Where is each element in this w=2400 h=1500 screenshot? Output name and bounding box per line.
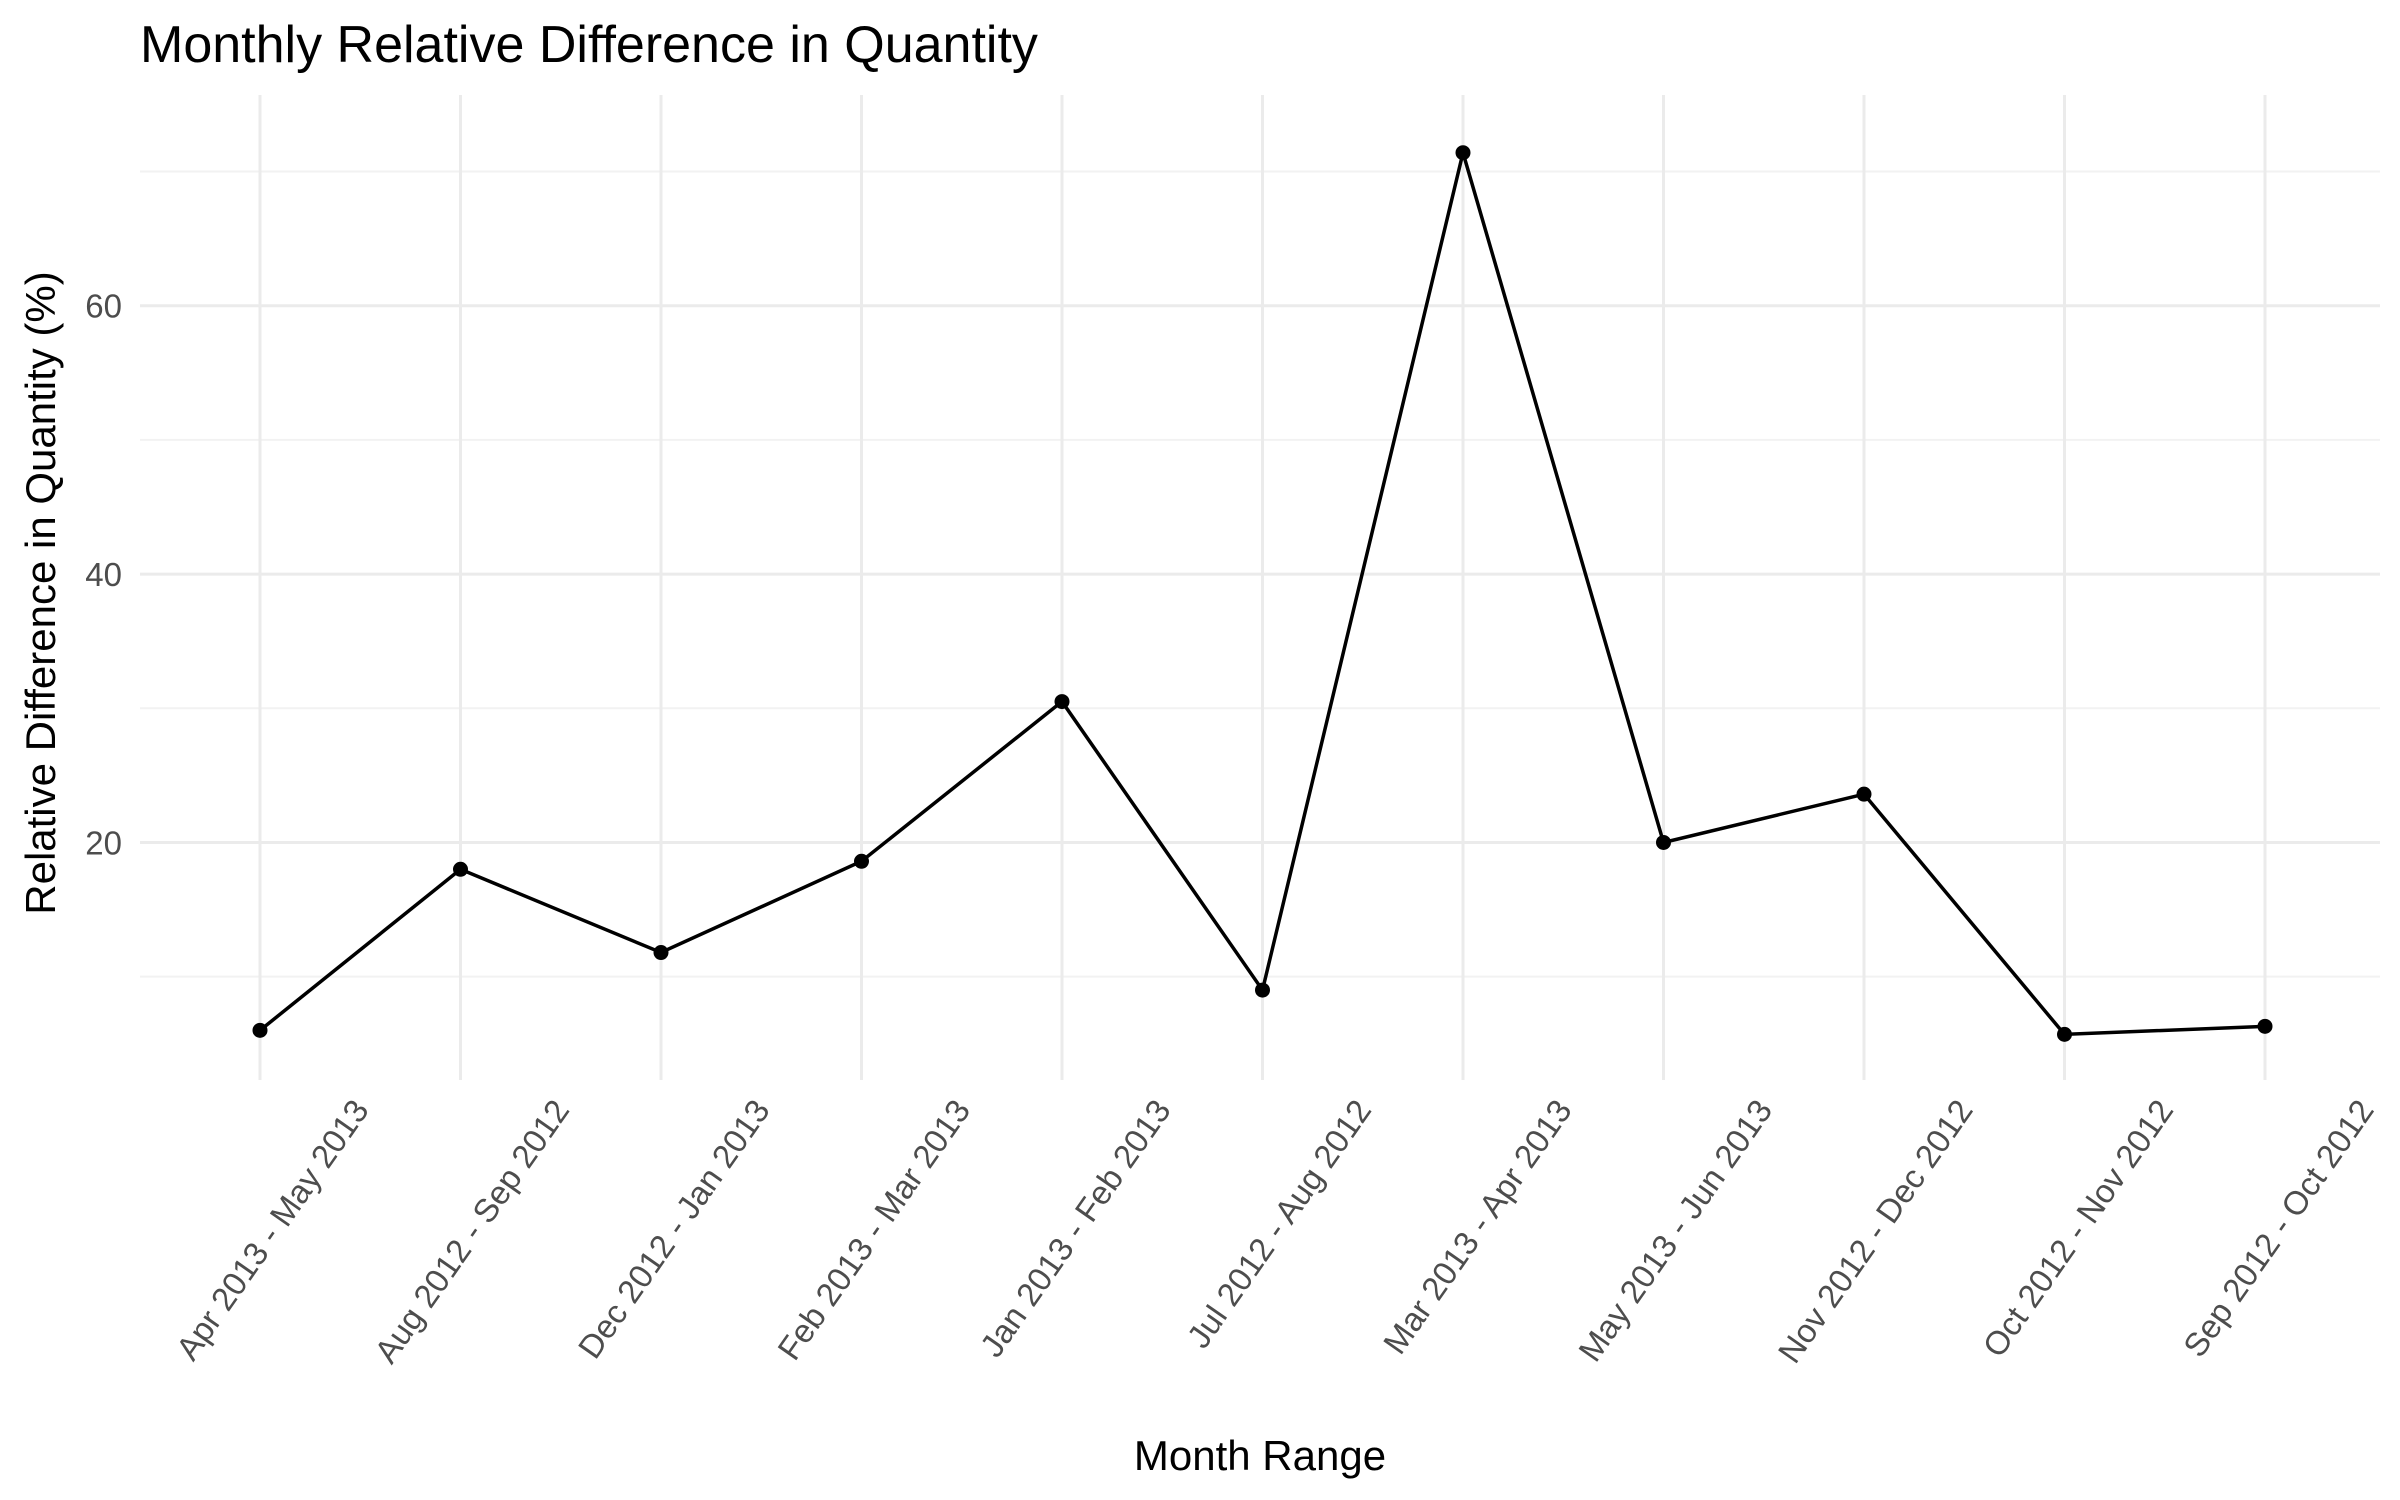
data-point <box>2057 1026 2072 1042</box>
data-point <box>1255 982 1270 998</box>
data-point <box>453 861 468 877</box>
y-axis-title: Relative Difference in Quantity (%) <box>17 271 64 915</box>
x-axis-title: Month Range <box>1134 1432 1386 1479</box>
y-tick-label: 60 <box>85 288 122 325</box>
chart-title: Monthly Relative Difference in Quantity <box>140 16 1038 74</box>
data-point <box>1455 145 1471 161</box>
data-point <box>1054 694 1070 710</box>
data-series <box>252 145 2273 1042</box>
x-tick-label: Sep 2012 - Oct 2012 <box>2176 1093 2381 1364</box>
data-point <box>1656 834 1671 850</box>
data-point <box>653 945 669 961</box>
x-tick-label: Dec 2012 - Jan 2013 <box>571 1093 777 1365</box>
x-tick-label: Mar 2013 - Apr 2013 <box>1376 1093 1579 1361</box>
x-tick-label: Jan 2013 - Feb 2013 <box>973 1093 1178 1364</box>
data-point <box>854 853 869 869</box>
y-tick-label: 40 <box>85 556 122 593</box>
x-tick-label: May 2013 - Jun 2013 <box>1571 1093 1779 1368</box>
x-tick-label: Oct 2012 - Nov 2012 <box>1975 1093 2180 1364</box>
y-tick-label: 20 <box>85 824 122 861</box>
x-tick-label: Apr 2013 - May 2013 <box>169 1093 376 1367</box>
y-axis-ticks: 20 40 60 <box>85 288 122 862</box>
data-point <box>2257 1018 2273 1034</box>
data-point <box>1856 786 1872 802</box>
x-tick-label: Aug 2012 - Sep 2012 <box>367 1093 576 1370</box>
x-tick-label: Jul 2012 - Aug 2012 <box>1180 1093 1379 1355</box>
x-tick-label: Nov 2012 - Dec 2012 <box>1771 1093 1980 1370</box>
data-point <box>252 1022 268 1038</box>
x-tick-label: Feb 2013 - Mar 2013 <box>770 1093 977 1367</box>
grid-lines <box>140 95 2380 1080</box>
